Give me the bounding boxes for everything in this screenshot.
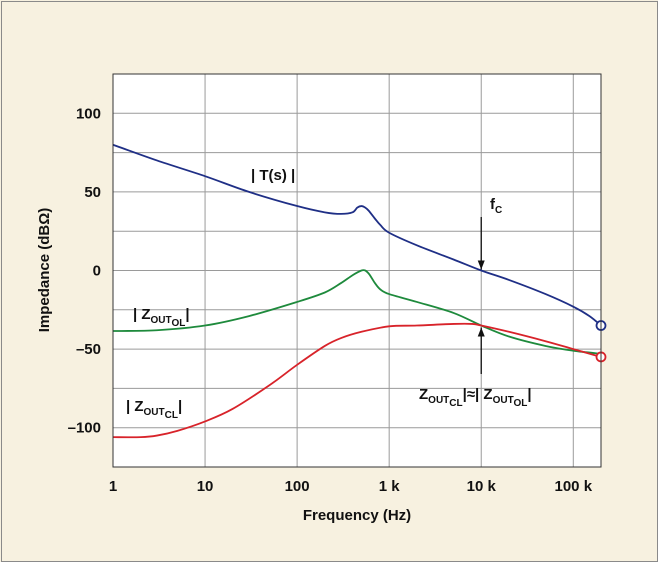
series-line-zol: [112, 269, 602, 355]
series-line-t: [112, 143, 602, 327]
x-tick-label: 1: [109, 478, 117, 495]
y-tick-label: 0: [93, 263, 101, 280]
annotation-zout-ol: | ZOUTOL|: [133, 306, 190, 329]
fc-arrow-head: [477, 260, 485, 270]
annotation-zcl-approx-zol: ZOUTCL|≈| ZOUTOL|: [419, 386, 532, 409]
x-axis-label: Frequency (Hz): [303, 507, 411, 524]
equality-arrow-head: [477, 327, 485, 337]
x-tick-label: 100 k: [555, 478, 593, 495]
annotation-fc: fC: [490, 196, 502, 216]
x-tick-label: 10: [197, 478, 214, 495]
x-tick-label: 10 k: [467, 478, 497, 495]
x-tick-label: 1 k: [379, 478, 401, 495]
horizontal-grid: [113, 112, 601, 429]
annotation-zout-cl: | ZOUTCL|: [126, 398, 182, 421]
y-tick-label: –50: [76, 341, 101, 358]
y-tick-labels: 100 50 0 –50 –100: [68, 105, 101, 436]
x-tick-labels: 1 10 100 1 k 10 k 100 k: [109, 478, 593, 495]
y-tick-label: –100: [68, 420, 101, 437]
y-axis-label: Impedance (dBΩ): [36, 208, 53, 333]
y-tick-label: 100: [76, 105, 101, 122]
y-tick-label: 50: [84, 184, 101, 201]
x-tick-label: 100: [285, 478, 310, 495]
series-line-zcl: [112, 322, 602, 439]
annotation-arrows: [477, 217, 485, 374]
annotation-t-s: | T(s) |: [251, 167, 295, 184]
plot-border: [112, 73, 602, 468]
